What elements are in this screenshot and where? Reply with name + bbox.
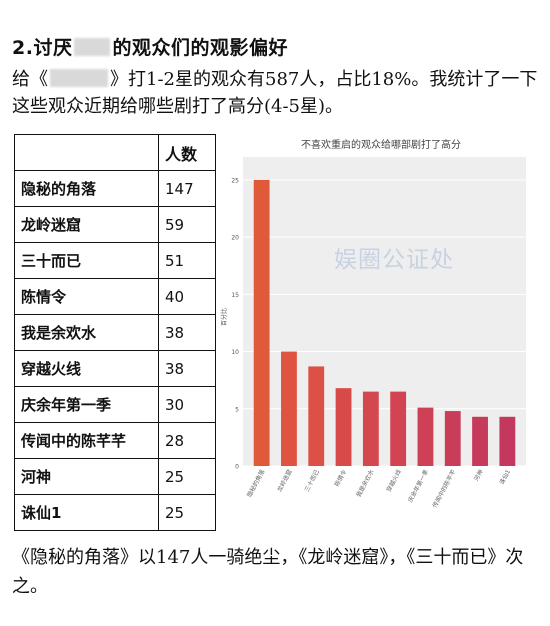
chart-title: 不喜欢重启的观众给哪部剧打了高分: [301, 138, 461, 151]
bar-chart: 不喜欢重启的观众给哪部剧打了高分 0 5 10 15 20 25 百分比 隐秘的角落 龙岭迷…: [220, 138, 526, 509]
drama-name-cell: 河神: [14, 458, 159, 495]
ranking-table: 人数 隐秘的角落 147 龙岭迷窟 59 三十而已 51 陈情令 40 我是余欢水 38 穿越火线 3…: [14, 134, 216, 531]
bar: [308, 366, 325, 466]
bar: [281, 351, 297, 466]
drama-name-cell: 诛仙1: [14, 494, 159, 531]
x-tick-label: 河神: [472, 468, 485, 482]
viewer-count-cell: 38: [158, 350, 216, 387]
drama-name-cell: 传闻中的陈芊芊: [14, 422, 159, 459]
table-row: 庆余年第一季 30: [14, 386, 216, 423]
x-tick-label: 诛仙1: [498, 468, 513, 486]
table-row: 河神 25: [14, 458, 216, 495]
drama-name-cell: 庆余年第一季: [14, 386, 159, 423]
y-axis-label: 百分比: [220, 308, 228, 326]
bar: [499, 416, 516, 466]
x-tick-label: 我是余欢水: [354, 468, 375, 498]
x-tick-label: 龙岭迷窟: [275, 468, 293, 493]
table-header-count: 人数: [158, 134, 216, 171]
x-tick-label: 陈情令: [333, 468, 349, 488]
redacted-title-mask: [50, 69, 108, 87]
bar: [472, 416, 488, 466]
table-row: 穿越火线 38: [14, 350, 216, 387]
viewer-count-cell: 59: [158, 206, 216, 243]
x-axis-ticks: 隐秘的角落 龙岭迷窟 三十而已 陈情令 我是余欢水 穿越火线 庆余年第一季 传闻中的陈芊芊 河神…: [245, 468, 512, 509]
drama-name-cell: 我是余欢水: [14, 314, 159, 351]
viewer-count-cell: 25: [158, 494, 216, 531]
bar-series: [253, 179, 516, 466]
bar: [390, 391, 407, 466]
redacted-title-mask: [74, 38, 111, 56]
table-row: 三十而已 51: [14, 242, 216, 279]
drama-name-cell: 隐秘的角落: [14, 170, 159, 207]
x-tick-label: 庆余年第一季: [406, 468, 430, 504]
viewer-count-cell: 147: [158, 170, 216, 207]
viewer-count-cell: 40: [158, 278, 216, 315]
bar: [444, 411, 461, 466]
watermark: 娱圈公证处: [334, 247, 454, 273]
y-tick-label: 5: [235, 406, 239, 413]
x-tick-label: 隐秘的角落: [245, 468, 266, 498]
y-tick-label: 0: [235, 464, 239, 471]
table-row: 我是余欢水 38: [14, 314, 216, 351]
x-tick-label: 三十而已: [303, 468, 321, 493]
bar: [335, 388, 352, 466]
y-tick-label: 10: [231, 349, 239, 356]
intro-paragraph: 给《 》打1-2星的观众有587人，占比18%。我统计了一下这些观众近期给哪些剧打…: [12, 69, 538, 117]
drama-name-cell: 穿越火线: [14, 350, 159, 387]
table-row: 龙岭迷窟 59: [14, 206, 216, 243]
table-row: 传闻中的陈芊芊 28: [14, 422, 216, 459]
section-heading: 2.讨厌 的观众们的观影偏好: [12, 37, 288, 59]
viewer-count-cell: 28: [158, 422, 216, 459]
viewer-count-cell: 51: [158, 242, 216, 279]
viewer-count-cell: 25: [158, 458, 216, 495]
drama-name-cell: 三十而已: [14, 242, 159, 279]
drama-name-cell: 陈情令: [14, 278, 159, 315]
x-tick-label: 穿越火线: [385, 468, 403, 493]
viewer-count-cell: 38: [158, 314, 216, 351]
table-header-row: 人数: [14, 134, 216, 171]
x-tick-label: 传闻中的陈芊芊: [431, 468, 458, 509]
drama-name-cell: 龙岭迷窟: [14, 206, 159, 243]
table-header-name: [14, 134, 159, 171]
bar: [253, 179, 270, 466]
table-row: 诛仙1 25: [14, 494, 216, 531]
y-tick-label: 15: [231, 292, 239, 299]
y-axis-ticks: 0 5 10 15 20 25: [231, 177, 239, 470]
table-row: 陈情令 40: [14, 278, 216, 315]
outro-paragraph: 《隐秘的角落》以147人一骑绝尘，《龙岭迷窟》，《三十而已》次之。: [12, 547, 524, 597]
table-row: 隐秘的角落 147: [14, 170, 216, 207]
bar: [362, 391, 379, 466]
bar: [417, 407, 434, 466]
y-tick-label: 25: [231, 177, 239, 184]
viewer-count-cell: 30: [158, 386, 216, 423]
y-tick-label: 20: [231, 235, 239, 242]
